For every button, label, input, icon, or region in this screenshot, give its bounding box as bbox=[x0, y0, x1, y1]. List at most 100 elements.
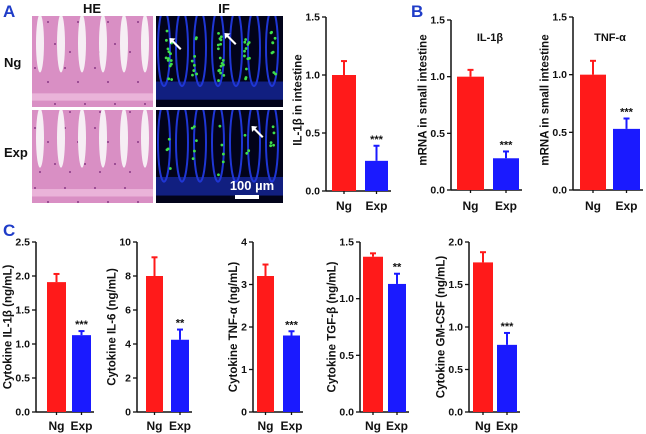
panel-label-b: B bbox=[411, 2, 423, 21]
he-image-ng bbox=[32, 16, 153, 107]
x-tick-label: Exp bbox=[70, 419, 92, 433]
micrographs bbox=[32, 16, 283, 203]
bar-exp bbox=[613, 128, 640, 190]
significance-label: ** bbox=[176, 318, 185, 330]
bar-exp bbox=[283, 335, 300, 412]
bar-ng bbox=[473, 262, 493, 412]
x-tick-label: Ng bbox=[336, 199, 352, 213]
significance-label: *** bbox=[500, 139, 514, 151]
y-tick-label: 1.0 bbox=[448, 322, 463, 334]
chart-b2: 0.0 0.5 1.0 1.5 Ng Exp *** mRNA in small intest… bbox=[539, 12, 643, 213]
row-label-ng: Ng bbox=[4, 55, 21, 70]
if-image-ng bbox=[156, 16, 283, 107]
significance-label: *** bbox=[75, 319, 89, 331]
y-axis-label: mRNA in small intestine bbox=[417, 34, 429, 165]
arrow-icon bbox=[224, 33, 237, 45]
y-tick-label: 1.0 bbox=[305, 70, 320, 82]
y-tick-label: 1.5 bbox=[339, 237, 354, 249]
bar-ng bbox=[457, 76, 484, 190]
y-tick-label: 4 bbox=[241, 237, 247, 249]
y-tick-label: 1.5 bbox=[430, 15, 445, 27]
bar-ng bbox=[332, 75, 356, 191]
chart-c5: 0.0 0.5 1.0 1.5 2.0 Ng Exp *** Cytokine GM-CSF (… bbox=[435, 237, 520, 433]
x-tick-label: Exp bbox=[496, 419, 518, 433]
y-tick-label: 3 bbox=[241, 279, 247, 291]
significance-label: ** bbox=[393, 262, 402, 274]
y-tick-label: 2.0 bbox=[448, 237, 463, 249]
bar-ng bbox=[47, 282, 66, 412]
y-tick-label: 0.0 bbox=[305, 186, 320, 198]
bar-ng bbox=[580, 74, 606, 190]
y-tick-label: 0.0 bbox=[339, 407, 354, 419]
y-tick-label: 10 bbox=[119, 237, 131, 249]
x-tick-label: Exp bbox=[615, 199, 637, 213]
x-tick-label: Ng bbox=[49, 419, 65, 433]
column-label-he: HE bbox=[83, 1, 101, 16]
significance-label: *** bbox=[370, 134, 384, 146]
y-tick-label: 1.0 bbox=[15, 339, 30, 351]
y-tick-label: 1.5 bbox=[552, 12, 567, 24]
significance-label: *** bbox=[501, 321, 515, 333]
row-label-exp: Exp bbox=[4, 145, 28, 160]
x-tick-label: Ng bbox=[365, 419, 381, 433]
y-tick-label: 6 bbox=[125, 305, 131, 317]
chart-inner-label: IL-1β bbox=[477, 32, 504, 44]
chart-c4: 0.0 0.5 1.0 1.5 Ng Exp ** Cytokine TGF-β (ng/mL… bbox=[326, 237, 409, 433]
bar-exp bbox=[72, 335, 91, 412]
y-tick-label: 0.5 bbox=[430, 128, 445, 140]
bar-exp bbox=[171, 339, 189, 412]
y-axis-label: Cytokine IL-1β (ng/mL) bbox=[2, 265, 14, 390]
bar-exp bbox=[365, 160, 388, 191]
y-tick-label: 4 bbox=[125, 339, 131, 351]
y-tick-label: 2.5 bbox=[15, 237, 30, 249]
chart-c2: 0 2 4 6 8 10 Ng Exp ** Cytokine IL-6 (ng/mL) bbox=[106, 237, 192, 433]
y-tick-label: 0.0 bbox=[430, 185, 445, 197]
arrow-icon bbox=[169, 38, 182, 50]
y-tick-label: 0 bbox=[125, 407, 131, 419]
bar-ng bbox=[257, 276, 274, 412]
y-tick-label: 0.5 bbox=[552, 127, 567, 139]
panel-label-c: C bbox=[3, 221, 15, 240]
y-tick-label: 0.5 bbox=[15, 373, 30, 385]
arrow-icon bbox=[251, 126, 264, 138]
bar-exp bbox=[497, 344, 517, 412]
y-axis-label: mRNA in small intestine bbox=[539, 34, 551, 165]
y-tick-label: 1 bbox=[241, 364, 247, 376]
panel-label-a: A bbox=[3, 2, 15, 21]
he-image-exp bbox=[32, 110, 153, 203]
y-tick-label: 0.0 bbox=[15, 407, 30, 419]
y-tick-label: 1.5 bbox=[15, 305, 30, 317]
y-tick-label: 0 bbox=[241, 407, 247, 419]
x-tick-label: Ng bbox=[475, 419, 491, 433]
significance-label: *** bbox=[285, 319, 299, 331]
y-tick-label: 2 bbox=[241, 322, 247, 334]
y-tick-label: 1.0 bbox=[552, 69, 567, 81]
y-tick-label: 1.5 bbox=[305, 12, 320, 24]
x-tick-label: Exp bbox=[280, 419, 302, 433]
y-axis-label: Cytokine TNF-α (ng/mL) bbox=[228, 262, 240, 393]
x-tick-label: Exp bbox=[495, 199, 517, 213]
y-axis-label: Cytokine IL-6 (ng/mL) bbox=[106, 268, 118, 386]
chart-c3: 0 1 2 3 4 Ng Exp *** Cytokine TNF-α (ng/mL) bbox=[228, 237, 303, 433]
bar-ng bbox=[363, 256, 383, 412]
y-axis-label: Cytokine GM-CSF (ng/mL) bbox=[435, 256, 447, 399]
bar-exp bbox=[388, 283, 406, 412]
y-tick-label: 0.5 bbox=[448, 364, 463, 376]
bar-ng bbox=[146, 276, 163, 412]
x-tick-label: Ng bbox=[147, 419, 163, 433]
scale-bar bbox=[235, 195, 259, 199]
chart-inner-label: TNF-α bbox=[594, 32, 626, 44]
y-tick-label: 1.0 bbox=[339, 293, 354, 305]
x-tick-label: Ng bbox=[585, 199, 601, 213]
y-axis-label: Cytokine TGF-β (ng/mL) bbox=[326, 261, 338, 392]
chart-b1: 0.0 0.5 1.0 1.5 Ng Exp *** mRNA in small intest… bbox=[417, 15, 522, 213]
charts: 0.00.51.01.5Ng Exp***IL-1β in intestine0.… bbox=[2, 12, 643, 433]
chart-c1: 0.0 0.5 1.0 1.5 2.0 2.5 Ng Exp *** Cytokine IL-1β… bbox=[2, 237, 94, 433]
y-tick-label: 8 bbox=[125, 271, 131, 283]
y-tick-label: 1.5 bbox=[448, 279, 463, 291]
y-tick-label: 2.0 bbox=[15, 271, 30, 283]
significance-label: *** bbox=[620, 106, 634, 118]
y-tick-label: 1.0 bbox=[430, 71, 445, 83]
y-tick-label: 0.5 bbox=[305, 128, 320, 140]
